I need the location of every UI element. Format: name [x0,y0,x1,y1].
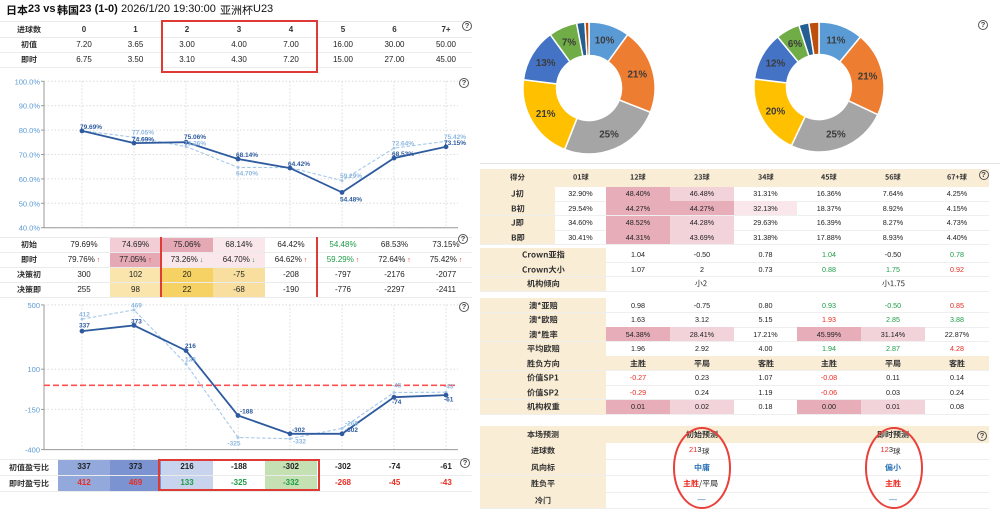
svg-text:70.0%: 70.0% [19,151,41,160]
svg-text:-302: -302 [292,427,305,434]
svg-text:73.26%: 73.26% [184,141,206,148]
svg-text:-325: -325 [227,441,240,448]
svg-text:77.05%: 77.05% [132,129,154,136]
svg-text:73.15%: 73.15% [444,140,466,147]
svg-text:500: 500 [27,301,40,310]
svg-text:50.0%: 50.0% [19,199,41,208]
svg-text:100: 100 [27,365,40,374]
svg-text:6%: 6% [788,39,802,50]
svg-text:12%: 12% [766,59,786,70]
svg-text:21%: 21% [627,70,647,81]
svg-text:64.42%: 64.42% [288,161,310,168]
svg-text:54.48%: 54.48% [340,196,362,203]
svg-text:68.53%: 68.53% [392,151,414,158]
svg-text:-332: -332 [293,439,306,446]
svg-text:373: 373 [131,318,142,325]
svg-text:25%: 25% [826,129,846,140]
svg-text:64.70%: 64.70% [236,170,258,177]
svg-text:60.0%: 60.0% [19,175,41,184]
svg-text:79.69%: 79.69% [80,124,102,131]
svg-text:-400: -400 [25,446,40,455]
svg-text:72.64%: 72.64% [392,141,414,148]
svg-text:-61: -61 [444,397,454,404]
svg-text:-188: -188 [240,409,253,416]
svg-text:21%: 21% [536,109,556,120]
svg-text:133: 133 [185,357,196,364]
svg-text:7%: 7% [562,37,576,48]
svg-text:74.69%: 74.69% [132,137,154,144]
svg-text:-150: -150 [25,405,40,414]
svg-text:412: 412 [79,312,90,319]
svg-text:-302: -302 [345,427,358,434]
svg-text:100.0%: 100.0% [15,77,41,86]
svg-text:-43: -43 [444,384,454,391]
svg-text:75.06%: 75.06% [184,134,206,141]
svg-text:80.0%: 80.0% [19,126,41,135]
svg-text:40.0%: 40.0% [19,224,41,233]
svg-text:75.42%: 75.42% [444,134,466,141]
svg-text:25%: 25% [599,130,619,141]
svg-text:68.14%: 68.14% [236,152,258,159]
svg-text:469: 469 [131,302,142,309]
svg-text:216: 216 [185,343,196,350]
svg-text:337: 337 [79,323,90,330]
svg-text:21%: 21% [858,72,878,83]
svg-text:10%: 10% [595,36,615,47]
svg-text:90.0%: 90.0% [19,102,41,111]
svg-text:20%: 20% [766,107,786,118]
svg-text:-74: -74 [392,399,402,406]
svg-text:13%: 13% [536,58,556,69]
svg-text:-268: -268 [345,420,358,427]
svg-text:11%: 11% [826,36,845,47]
svg-text:-45: -45 [392,383,402,390]
svg-text:59.29%: 59.29% [340,173,362,180]
